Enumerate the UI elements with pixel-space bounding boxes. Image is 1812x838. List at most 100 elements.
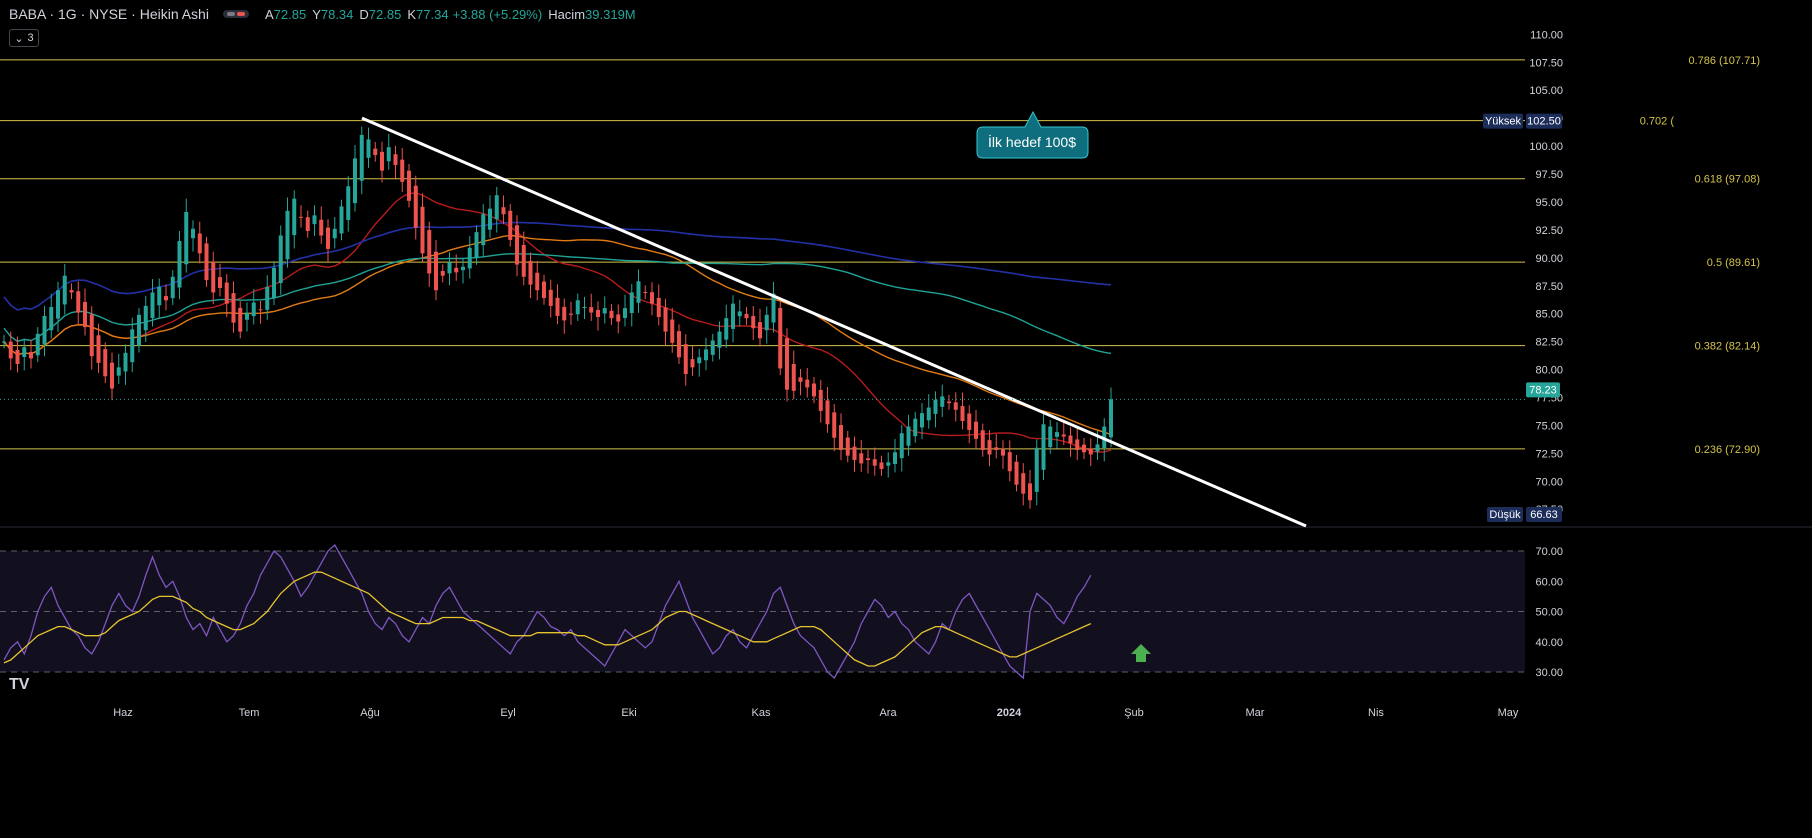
candle-body (29, 352, 33, 359)
candle-body (346, 186, 351, 220)
candle-body (353, 158, 357, 204)
symbol-title[interactable]: BABA · 1G · NYSE · Heikin Ashi (9, 6, 209, 22)
time-tick: Ara (879, 707, 897, 719)
candle-body (319, 219, 324, 236)
candle-body (548, 289, 553, 306)
candle-body (339, 206, 344, 234)
price-tick: 105.00 (1529, 85, 1563, 97)
candle-body (1055, 432, 1059, 437)
last-price-value: 78.23 (1529, 384, 1557, 396)
candle-body (879, 462, 884, 470)
price-tick: 80.00 (1535, 365, 1563, 377)
candle-body (62, 275, 67, 305)
high-marker-label: Yüksek (1485, 116, 1522, 128)
price-tick: 90.00 (1535, 253, 1563, 265)
candle-body (744, 313, 749, 319)
candle-body (1082, 444, 1086, 453)
candle-body (2, 341, 6, 343)
time-tick: Tem (239, 707, 260, 719)
candle-body (103, 349, 108, 377)
candle-body (852, 446, 857, 461)
candle-body (258, 309, 263, 311)
candle-body (839, 425, 843, 451)
candle-body (710, 340, 715, 355)
candle-body (798, 377, 803, 382)
time-tick: 2024 (997, 707, 1022, 719)
candle-body (778, 308, 783, 369)
low-marker-label: Düşük (1489, 509, 1521, 521)
candle-body (677, 331, 681, 358)
indicator-count: 3 (27, 32, 34, 44)
candle-body (670, 319, 675, 343)
candle-body (663, 307, 668, 332)
candle-body (56, 290, 60, 319)
rsi-lines (3, 543, 1092, 680)
candle-body (656, 297, 661, 318)
candle-body (278, 235, 283, 284)
low-value: 72.85 (368, 6, 402, 22)
candle-body (42, 315, 47, 345)
candle-body (400, 159, 405, 182)
candle-body (582, 306, 587, 308)
candle-body (1048, 426, 1053, 448)
rsi-series-line (3, 571, 1092, 667)
candle-body (906, 426, 911, 446)
candle-body (359, 134, 364, 181)
trendline[interactable] (361, 116, 1307, 528)
ma-100-line (3, 253, 1112, 355)
candle-body (481, 214, 486, 246)
price-tick: 92.50 (1535, 225, 1563, 237)
time-tick: Eki (621, 707, 636, 719)
rsi-panel (0, 526, 1812, 673)
candle-body (420, 206, 425, 254)
candle-body (1021, 473, 1026, 494)
candle-body (447, 262, 452, 274)
candle-body (265, 286, 270, 310)
candle-body (1041, 424, 1046, 470)
indicators-collapse-button[interactable]: ⌄ 3 (9, 29, 39, 47)
candle-body (1095, 444, 1100, 452)
tradingview-logo-icon: TV (9, 676, 30, 693)
candle-body (926, 407, 931, 421)
candle-body (292, 198, 297, 236)
candle-body (575, 300, 580, 315)
candle-body (683, 344, 688, 375)
candle-body (940, 396, 945, 407)
candle-body (967, 413, 972, 430)
rsi-tick: 40.00 (1535, 637, 1563, 649)
candle-body (326, 227, 330, 249)
candle-body (1075, 439, 1080, 451)
candle-body (758, 322, 762, 339)
time-tick: Haz (113, 707, 133, 719)
candle-body (596, 309, 600, 318)
open-label: A (264, 6, 274, 22)
fib-label: 0.236 (72.90) (1695, 444, 1760, 456)
candle-body (170, 276, 175, 299)
candle-body (312, 215, 317, 225)
last-price-tag (1526, 382, 1560, 398)
candle-body (332, 228, 337, 239)
candle-body (980, 430, 985, 451)
time-tick: Şub (1124, 707, 1144, 719)
candle-body (1068, 435, 1073, 444)
candle-body (454, 267, 459, 273)
price-tick: 72.50 (1535, 448, 1563, 460)
candle-body (1007, 452, 1012, 472)
candle-body (69, 290, 74, 293)
high-value: 78.34 (320, 6, 354, 22)
price-tick: 100.00 (1529, 141, 1563, 153)
candle-body (764, 314, 769, 331)
candle-body (434, 251, 438, 291)
high-label: Y (312, 6, 321, 22)
high-marker-bg (1483, 113, 1523, 129)
candle-body (589, 307, 594, 313)
candle-body (609, 310, 614, 319)
low-marker-tag (1526, 507, 1562, 522)
candle-body (791, 363, 796, 391)
visibility-toggle[interactable] (222, 10, 249, 18)
candle-body (629, 292, 634, 314)
candle-body (137, 314, 141, 346)
axes: 110.00 107.50 105.00 102.50 100.00 97.50 95.00… (113, 29, 1563, 719)
candle-body (913, 418, 918, 437)
